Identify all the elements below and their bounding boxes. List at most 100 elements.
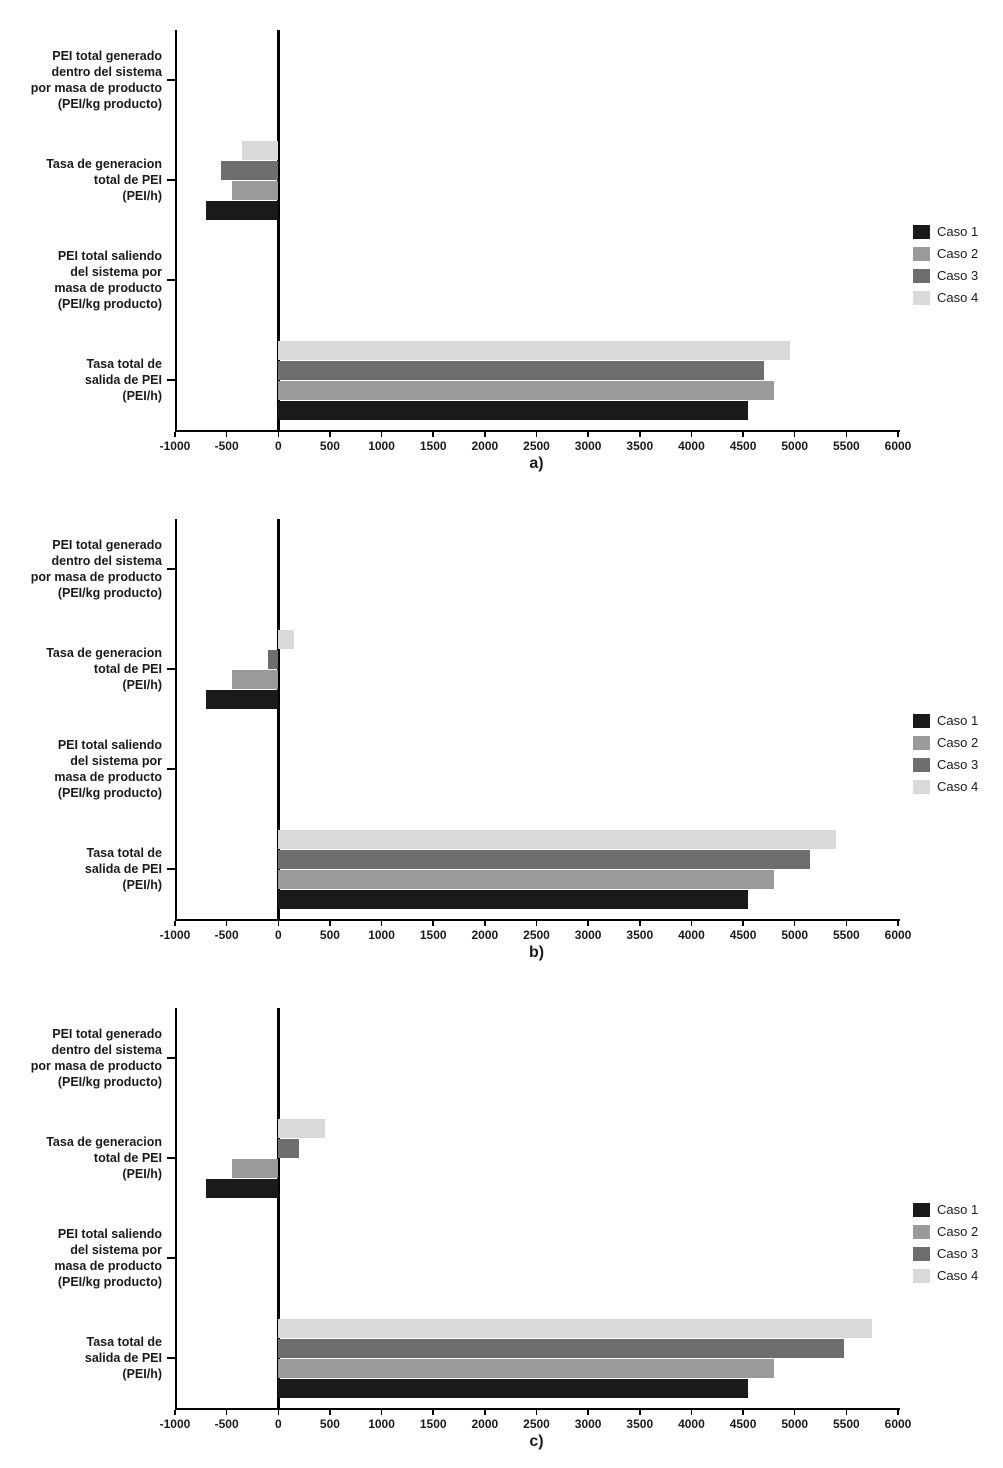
category-label: Tasa de generacion total de PEI (PEI/h): [0, 1134, 162, 1182]
category-label-line: (PEI/h): [122, 1367, 162, 1381]
category-label-line: (PEI/h): [122, 878, 162, 892]
legend-swatch-caso-1: [913, 224, 930, 239]
x-tick-label: 5000: [781, 439, 809, 453]
legend-item: Caso 4: [913, 779, 978, 794]
category-label-line: (PEI/h): [122, 1167, 162, 1181]
x-axis-tick: [639, 921, 641, 926]
bar-caso-1-cat2: [205, 689, 279, 709]
x-axis-tick: [380, 921, 383, 926]
x-axis-tick: [380, 1410, 383, 1415]
x-tick-label: 500: [319, 439, 340, 453]
x-axis-tick: [174, 432, 176, 437]
x-tick-label: 2500: [523, 928, 550, 942]
chart-panel-c: -1000 -500 0 500 1000 1500 2000 2500 3000 3500 400…: [0, 978, 1003, 1467]
bar-caso-2-cat4: [278, 380, 775, 400]
category-label-line: Tasa total de: [86, 846, 162, 860]
y-axis-tick: [167, 79, 175, 81]
category-label-line: PEI total generado: [52, 49, 162, 63]
x-tick-label: 1500: [419, 439, 447, 453]
x-tick-label: 2000: [471, 1417, 499, 1431]
category-label-line: por masa de producto: [30, 1059, 162, 1073]
y-axis-tick: [167, 179, 175, 181]
x-tick-label: 6000: [884, 439, 912, 453]
zero-axis-line: [276, 519, 280, 919]
x-axis-tick: [277, 921, 280, 926]
category-label: Tasa de generacion total de PEI (PEI/h): [0, 156, 162, 204]
x-axis-tick: [484, 1410, 486, 1415]
bar-caso-4-cat4: [278, 1318, 873, 1338]
x-tick-label: 2000: [471, 439, 499, 453]
category-label: Tasa de generacion total de PEI (PEI/h): [0, 645, 162, 693]
legend-label: Caso 3: [937, 268, 979, 283]
bar-caso-1-cat4: [278, 400, 749, 420]
legend-label: Caso 3: [937, 757, 979, 772]
y-axis-line: [175, 1008, 177, 1408]
legend-item: Caso 3: [913, 268, 978, 283]
legend-label: Caso 2: [937, 246, 979, 261]
legend-label: Caso 4: [937, 779, 979, 794]
x-axis-tick: [277, 432, 280, 437]
bar-caso-3-cat4: [278, 360, 764, 380]
legend: Caso 1 Caso 2 Caso 3 Caso 4: [913, 713, 978, 801]
category-label-line: del sistema por: [70, 754, 162, 768]
legend-item: Caso 3: [913, 1246, 978, 1261]
x-axis-tick: [432, 1410, 434, 1415]
legend-swatch-caso-4: [913, 1268, 930, 1283]
bar-caso-4-cat4: [278, 340, 790, 360]
x-tick-label: 5000: [781, 1417, 809, 1431]
category-label-line: dentro del sistema: [51, 65, 162, 79]
legend-item: Caso 2: [913, 735, 978, 750]
x-axis-tick: [793, 921, 796, 926]
legend-swatch-caso-1: [913, 713, 930, 728]
x-axis-tick: [845, 921, 848, 926]
category-label: Tasa total de salida de PEI (PEI/h): [0, 1334, 162, 1382]
legend-swatch-caso-2: [913, 246, 930, 261]
y-axis-tick: [167, 668, 175, 670]
x-axis-line: [175, 1408, 900, 1410]
x-axis-tick: [742, 1410, 744, 1415]
x-tick-label: 1500: [419, 928, 447, 942]
legend-label: Caso 1: [937, 224, 979, 239]
x-tick-label: 3500: [626, 439, 654, 453]
x-tick-label: 5000: [781, 928, 809, 942]
bar-caso-2-cat2: [231, 669, 279, 689]
category-label-line: del sistema por: [70, 265, 162, 279]
bar-caso-3-cat4: [278, 849, 811, 869]
legend-item: Caso 2: [913, 246, 978, 261]
bar-caso-3-cat2: [267, 649, 279, 669]
bar-caso-1-cat4: [278, 1378, 749, 1398]
x-tick-label: 0: [274, 928, 282, 942]
category-label-line: (PEI/h): [122, 389, 162, 403]
category-label-line: masa de producto: [54, 281, 162, 295]
x-axis-tick: [897, 921, 899, 926]
category-label-line: (PEI/kg producto): [57, 1275, 162, 1289]
category-label: PEI total generado dentro del sistema por …: [0, 48, 162, 112]
x-tick-label: 3000: [574, 439, 602, 453]
bar-caso-4-cat2: [242, 140, 279, 160]
x-axis-tick: [329, 432, 331, 437]
x-tick-label: -1000: [159, 928, 191, 942]
panel-label: b): [528, 944, 545, 961]
x-axis-tick: [225, 1410, 228, 1415]
category-label: Tasa total de salida de PEI (PEI/h): [0, 845, 162, 893]
x-axis-tick: [742, 921, 744, 926]
panel-label: a): [529, 455, 544, 472]
x-axis-line: [175, 919, 900, 921]
category-label-line: PEI total saliendo: [57, 1227, 162, 1241]
x-axis-tick: [329, 921, 331, 926]
category-label: PEI total saliendo del sistema por masa de…: [0, 248, 162, 312]
category-label-line: PEI total generado: [52, 538, 162, 552]
legend-label: Caso 1: [937, 1202, 979, 1217]
x-axis-tick: [432, 432, 434, 437]
bar-caso-1-cat2: [205, 200, 279, 220]
x-axis-tick: [277, 1410, 280, 1415]
category-label-line: Tasa total de: [86, 1335, 162, 1349]
legend-label: Caso 1: [937, 713, 979, 728]
x-axis-tick: [690, 921, 693, 926]
category-label-line: del sistema por: [70, 1243, 162, 1257]
category-label: PEI total generado dentro del sistema por …: [0, 1026, 162, 1090]
x-axis-tick: [535, 1410, 538, 1415]
y-axis-tick: [167, 279, 175, 281]
x-axis-tick: [174, 921, 176, 926]
panel-label: c): [529, 1433, 544, 1450]
